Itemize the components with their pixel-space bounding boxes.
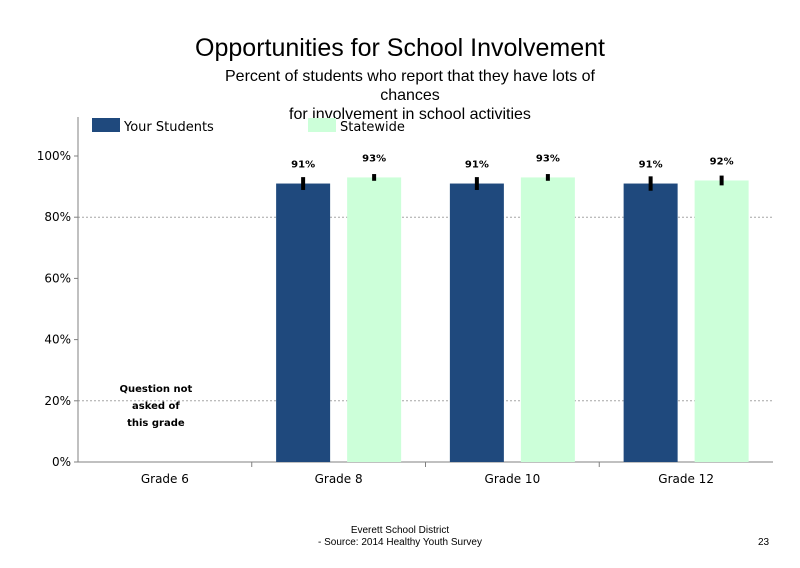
- subtitle-line-3: for involvement in school activities: [289, 106, 531, 123]
- chart-title: Opportunities for School Involvement: [195, 34, 605, 62]
- y-tick-label-80: 80%: [44, 210, 71, 224]
- y-tick-label-40: 40%: [44, 333, 71, 347]
- data-label-statewide-grade-10: 93%: [536, 153, 560, 164]
- annotation-line-2: asked of: [132, 401, 180, 412]
- annotation-line-1: Question not: [119, 384, 192, 395]
- legend-label-statewide: Statewide: [340, 120, 405, 135]
- x-tick-label-grade-8: Grade 8: [315, 472, 363, 486]
- data-label-your-students-grade-8: 91%: [291, 160, 315, 171]
- legend-swatch-statewide: [308, 118, 336, 132]
- subtitle-line-1: Percent of students who report that they…: [225, 68, 595, 85]
- y-tick-label-60: 60%: [44, 271, 71, 285]
- annotation-line-3: this grade: [127, 418, 185, 429]
- x-tick-label-grade-6: Grade 6: [141, 472, 189, 486]
- x-tick-label-grade-10: Grade 10: [485, 472, 541, 486]
- x-tick-label-grade-12: Grade 12: [658, 472, 714, 486]
- footer: Everett School District - Source: 2014 H…: [250, 525, 550, 549]
- chart-subtitle: Percent of students who report that they…: [200, 67, 620, 124]
- subtitle-line-2: chances: [380, 87, 440, 104]
- y-tick-label-20: 20%: [44, 394, 71, 408]
- data-label-your-students-grade-10: 91%: [465, 160, 489, 171]
- footer-source: - Source: 2014 Healthy Youth Survey: [318, 537, 482, 548]
- bar-your-students-grade-8: [276, 183, 331, 463]
- y-tick-label-100: 100%: [37, 149, 71, 163]
- y-tick-label-0: 0%: [52, 455, 71, 469]
- legend-label-your-students: Your Students: [123, 120, 214, 135]
- bar-statewide-grade-10: [520, 177, 575, 463]
- bar-statewide-grade-12: [694, 180, 749, 463]
- bar-your-students-grade-10: [449, 183, 504, 463]
- data-label-statewide-grade-8: 93%: [362, 153, 386, 164]
- footer-district: Everett School District: [350, 525, 450, 536]
- data-label-statewide-grade-12: 92%: [710, 156, 734, 167]
- bar-statewide-grade-8: [347, 177, 402, 463]
- legend-swatch-your-students: [92, 118, 120, 132]
- data-label-your-students-grade-12: 91%: [639, 160, 663, 171]
- bar-your-students-grade-12: [623, 183, 678, 463]
- page-number: 23: [758, 537, 770, 548]
